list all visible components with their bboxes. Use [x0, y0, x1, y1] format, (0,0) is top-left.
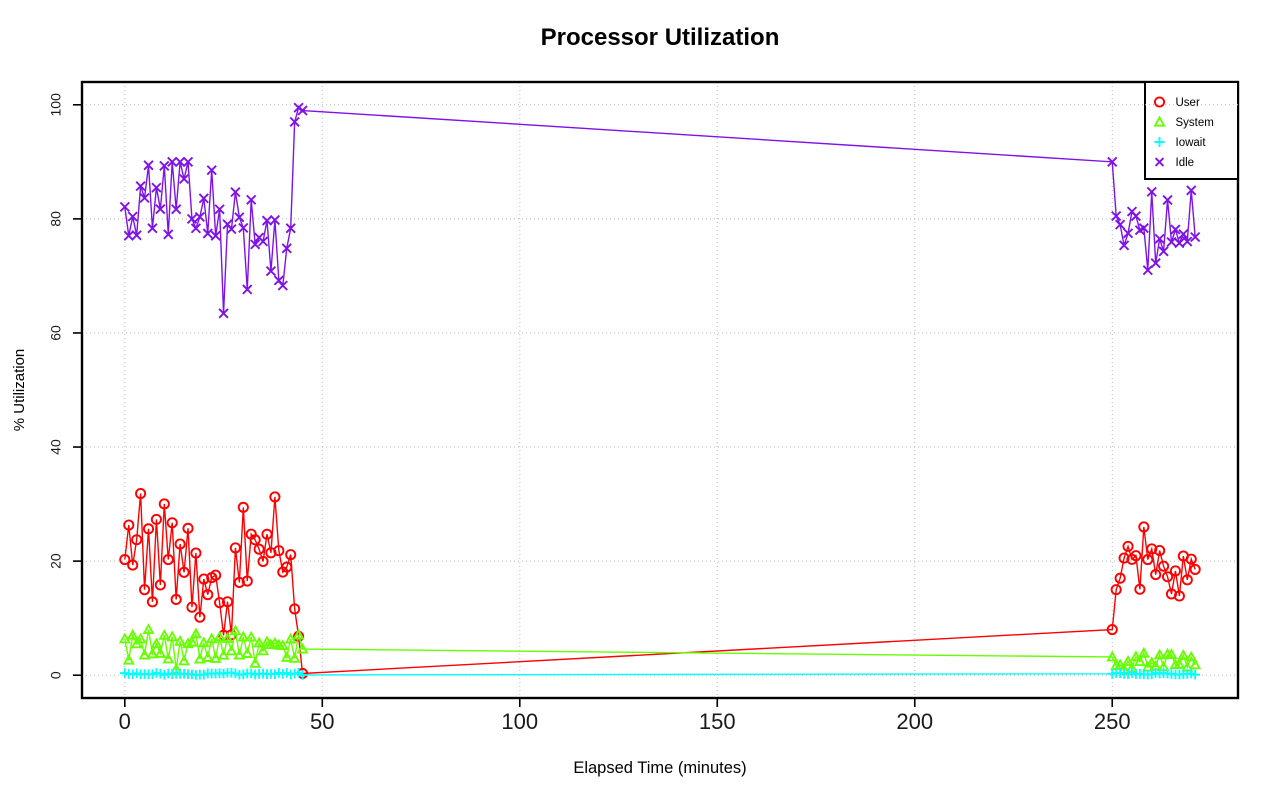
svg-text:60: 60: [48, 325, 64, 341]
svg-text:0: 0: [48, 671, 64, 679]
svg-text:Iowait: Iowait: [1176, 137, 1207, 149]
svg-text:40: 40: [48, 439, 64, 455]
svg-text:Idle: Idle: [1176, 157, 1195, 169]
svg-text:0: 0: [119, 709, 131, 734]
svg-text:20: 20: [48, 553, 64, 569]
svg-text:250: 250: [1094, 709, 1131, 734]
svg-text:System: System: [1176, 117, 1214, 129]
svg-text:100: 100: [48, 93, 64, 117]
svg-text:% Utilization: % Utilization: [11, 349, 28, 432]
svg-text:User: User: [1176, 97, 1200, 109]
svg-text:200: 200: [896, 709, 933, 734]
svg-text:150: 150: [699, 709, 736, 734]
svg-text:80: 80: [48, 211, 64, 227]
svg-text:50: 50: [310, 709, 334, 734]
svg-text:Elapsed Time (minutes): Elapsed Time (minutes): [573, 759, 746, 777]
svg-text:100: 100: [501, 709, 538, 734]
svg-text:Processor Utilization: Processor Utilization: [541, 24, 780, 51]
